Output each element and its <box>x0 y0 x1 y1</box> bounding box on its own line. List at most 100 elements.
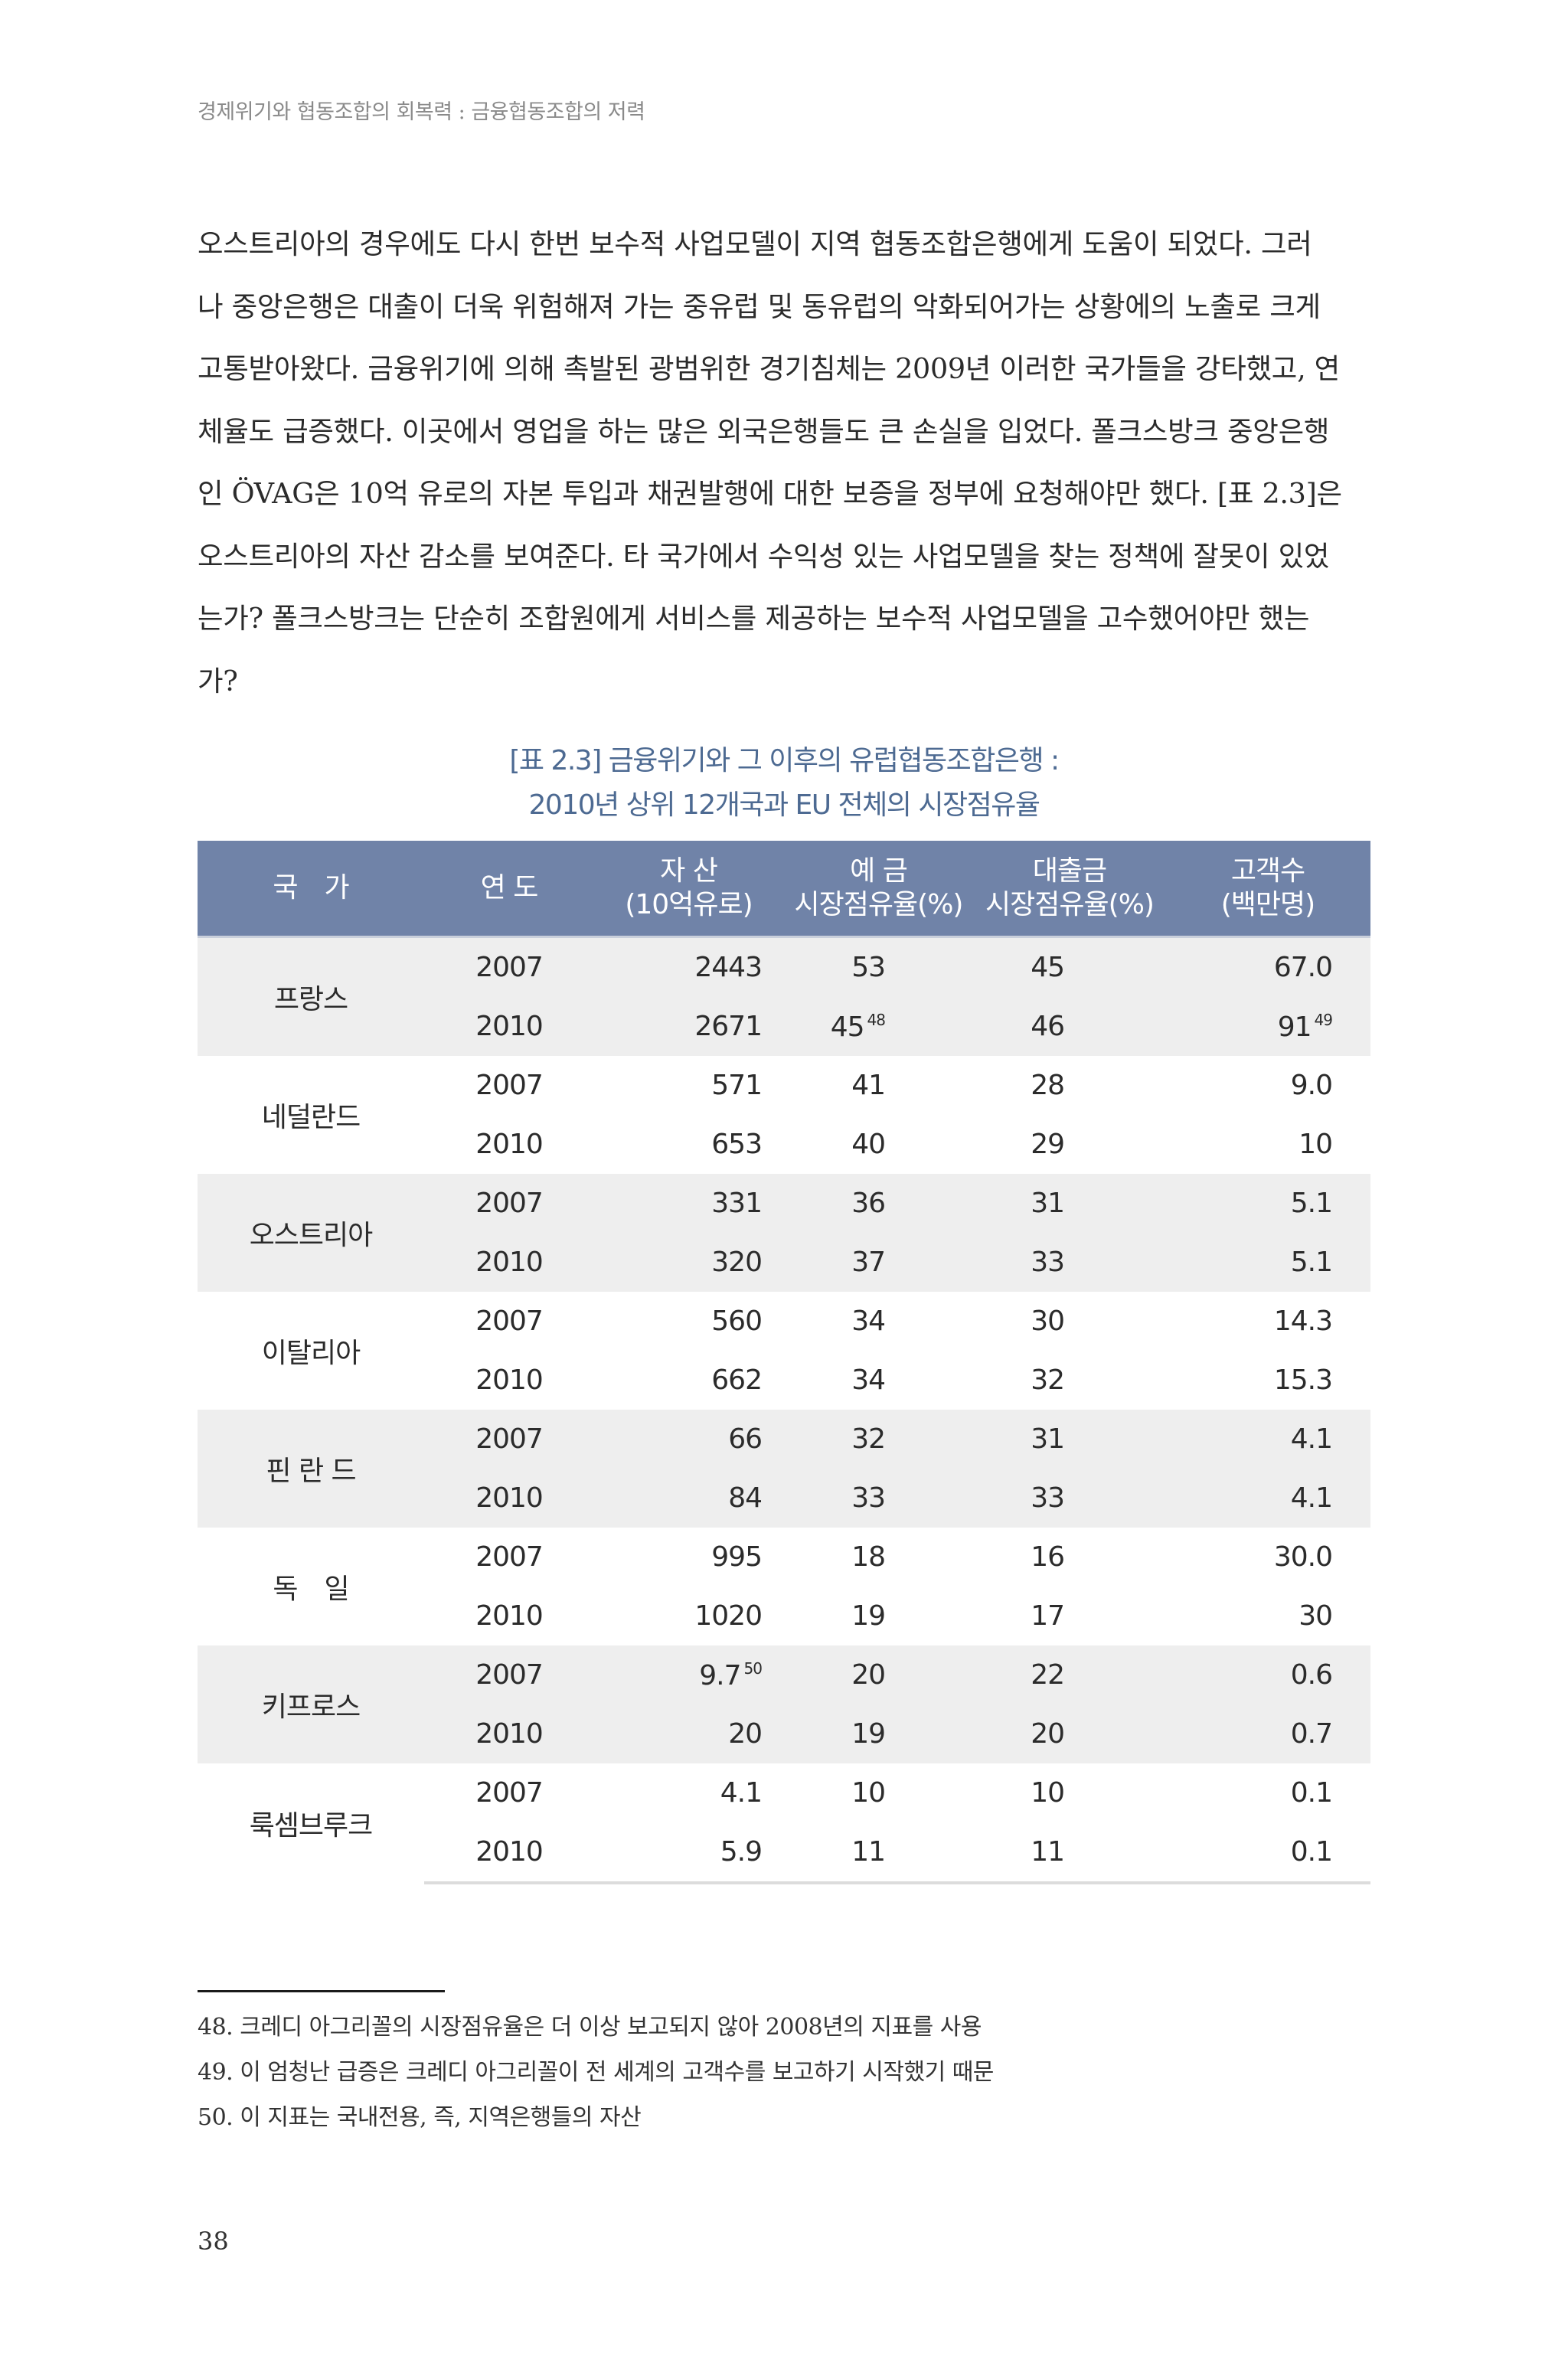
cell-customers-value: 30 <box>1298 1600 1333 1632</box>
cell-year-value: 2007 <box>475 1777 544 1809</box>
cell-year-value: 2007 <box>475 1423 544 1455</box>
cell-assets-value: 995 <box>711 1541 763 1573</box>
cell-loans-value: 11 <box>1031 1836 1065 1868</box>
cell-assets-value: 2671 <box>694 1011 763 1042</box>
cell-year: 2007 <box>424 1292 594 1351</box>
cell-year-value: 2010 <box>475 1364 544 1396</box>
cell-year: 2010 <box>424 997 594 1056</box>
cell-customers-value: 67.0 <box>1273 952 1333 983</box>
cell-country: 이탈리아 <box>261 1338 361 1369</box>
footnote-rule <box>198 1990 445 1992</box>
body-paragraph: 오스트리아의 경우에도 다시 한번 보수적 사업모델이 지역 협동조합은행에게 … <box>198 213 1370 712</box>
cell-country: 프랑스 <box>198 936 424 1056</box>
cell-loans: 22 <box>974 1645 1165 1704</box>
cell-assets: 5.9 <box>594 1822 783 1884</box>
cell-deposits: 40 <box>783 1115 974 1174</box>
cell-year: 2010 <box>424 1469 594 1528</box>
cell-loans: 31 <box>974 1174 1165 1233</box>
cell-assets-value: 9.7 <box>699 1659 741 1691</box>
table-header-row: 국 가 연 도 자 산 (10억유로) 예 금 시장점유율(%) 대출금 시장점유율(… <box>198 841 1370 938</box>
cell-loans: 32 <box>974 1351 1165 1410</box>
cell-year-value: 2010 <box>475 1247 544 1278</box>
cell-assets-value: 331 <box>711 1188 763 1219</box>
cell-customers: 5.1 <box>1165 1233 1370 1292</box>
cell-assets-value: 653 <box>711 1129 763 1160</box>
cell-customers-value: 14.3 <box>1273 1306 1333 1337</box>
header-deposits-l2: 시장점유율(%) <box>794 889 964 920</box>
table-row: 독 일 2007 995 18 16 30.0 <box>198 1528 1370 1605</box>
cell-deposits: 34 <box>783 1351 974 1410</box>
cell-deposits: 45 48 <box>783 997 974 1056</box>
cell-assets-value: 4.1 <box>720 1777 763 1809</box>
cell-assets-value: 320 <box>711 1247 763 1278</box>
cell-country: 네덜란드 <box>261 1102 361 1133</box>
body-line: 고통받아왔다. 금융위기에 의해 촉발된 광범위한 경기침체는 2009년 이러… <box>198 352 1340 385</box>
cell-assets: 995 <box>594 1528 783 1587</box>
cell-assets: 571 <box>594 1056 783 1115</box>
cell-customers: 30.0 <box>1165 1528 1370 1587</box>
cell-loans: 20 <box>974 1704 1165 1763</box>
cell-assets: 1020 <box>594 1587 783 1645</box>
cell-assets: 560 <box>594 1292 783 1351</box>
table-row: 2010 320 37 33 5.1 <box>198 1233 1370 1292</box>
cell-year-value: 2010 <box>475 1482 544 1514</box>
cell-year-value: 2007 <box>475 952 544 983</box>
cell-customers: 0.7 <box>1165 1704 1370 1763</box>
cell-deposits-value: 11 <box>851 1836 886 1868</box>
table-row: 2010 662 34 32 15.3 <box>198 1351 1370 1410</box>
cell-loans-value: 29 <box>1031 1129 1065 1160</box>
table-row: 2010 2671 45 48 46 91 49 <box>198 997 1370 1056</box>
cell-year-value: 2007 <box>475 1306 544 1337</box>
cell-assets: 2671 <box>594 997 783 1056</box>
cell-country: 독 일 <box>273 1574 349 1605</box>
header-deposits: 예 금 시장점유율(%) <box>783 841 974 938</box>
table-row: 이탈리아 2007 560 34 30 14.3 <box>198 1292 1370 1369</box>
cell-customers-value: 0.1 <box>1290 1777 1333 1809</box>
header-country: 국 가 <box>198 841 424 938</box>
cell-loans-value: 45 <box>1031 952 1065 983</box>
cell-deposits-value: 34 <box>851 1364 886 1396</box>
cell-deposits-value: 36 <box>851 1188 886 1219</box>
body-line: 오스트리아의 경우에도 다시 한번 보수적 사업모델이 지역 협동조합은행에게 … <box>198 227 1312 260</box>
table-row: 오스트리아 2007 331 36 31 5.1 <box>198 1174 1370 1292</box>
body-line: 체율도 급증했다. 이곳에서 영업을 하는 많은 외국은행들도 큰 손실을 입었… <box>198 414 1330 448</box>
table-row: 2010 5.9 11 11 0.1 <box>198 1822 1370 1884</box>
cell-country: 오스트리아 <box>198 1174 424 1292</box>
body-line: 나 중앙은행은 대출이 더욱 위험해져 가는 중유럽 및 동유럽의 악화되어가는… <box>198 289 1321 323</box>
cell-loans: 46 <box>974 997 1165 1056</box>
cell-deposits-value: 41 <box>851 1070 886 1101</box>
cell-assets: 662 <box>594 1351 783 1410</box>
cell-year-value: 2007 <box>475 1541 544 1573</box>
cell-loans: 11 <box>974 1822 1165 1884</box>
header-loans-l1: 대출금 <box>1032 855 1107 887</box>
cell-assets: 9.7 50 <box>594 1645 783 1704</box>
cell-customers: 14.3 <box>1165 1292 1370 1351</box>
cell-year-value: 2007 <box>475 1070 544 1101</box>
cell-deposits-value: 40 <box>851 1129 886 1160</box>
cell-customers: 0.1 <box>1165 1763 1370 1822</box>
cell-customers-value: 0.1 <box>1290 1836 1333 1868</box>
cell-year: 2010 <box>424 1704 594 1763</box>
cell-customers: 4.1 <box>1165 1469 1370 1528</box>
table-row: 2010 84 33 33 4.1 <box>198 1469 1370 1528</box>
cell-deposits: 53 <box>783 936 974 997</box>
cell-deposits-value: 34 <box>851 1306 886 1337</box>
cell-year-value: 2007 <box>475 1659 544 1691</box>
cell-deposits: 20 <box>783 1645 974 1704</box>
header-loans-l2: 시장점유율(%) <box>985 889 1155 920</box>
footnote: 50. 이 지표는 국내전용, 즉, 지역은행들의 자산 <box>198 2104 642 2131</box>
cell-year-value: 2010 <box>475 1600 544 1632</box>
cell-year: 2007 <box>424 1056 594 1115</box>
header-assets: 자 산 (10억유로) <box>594 841 783 938</box>
cell-loans: 28 <box>974 1056 1165 1115</box>
footnote-marker: 49 <box>1314 1010 1333 1029</box>
cell-loans-value: 33 <box>1031 1482 1065 1514</box>
cell-assets: 4.1 <box>594 1763 783 1822</box>
table-caption-line2: 2010년 상위 12개국과 EU 전체의 시장점유율 <box>528 789 1040 821</box>
header-customers: 고객수 (백만명) <box>1165 841 1370 938</box>
cell-assets-value: 66 <box>728 1423 763 1455</box>
cell-year-value: 2010 <box>475 1129 544 1160</box>
body-line: 인 ÖVAG은 10억 유로의 자본 투입과 채권발행에 대한 보증을 정부에 … <box>198 477 1342 510</box>
cell-assets-value: 662 <box>711 1364 763 1396</box>
cell-loans: 30 <box>974 1292 1165 1351</box>
